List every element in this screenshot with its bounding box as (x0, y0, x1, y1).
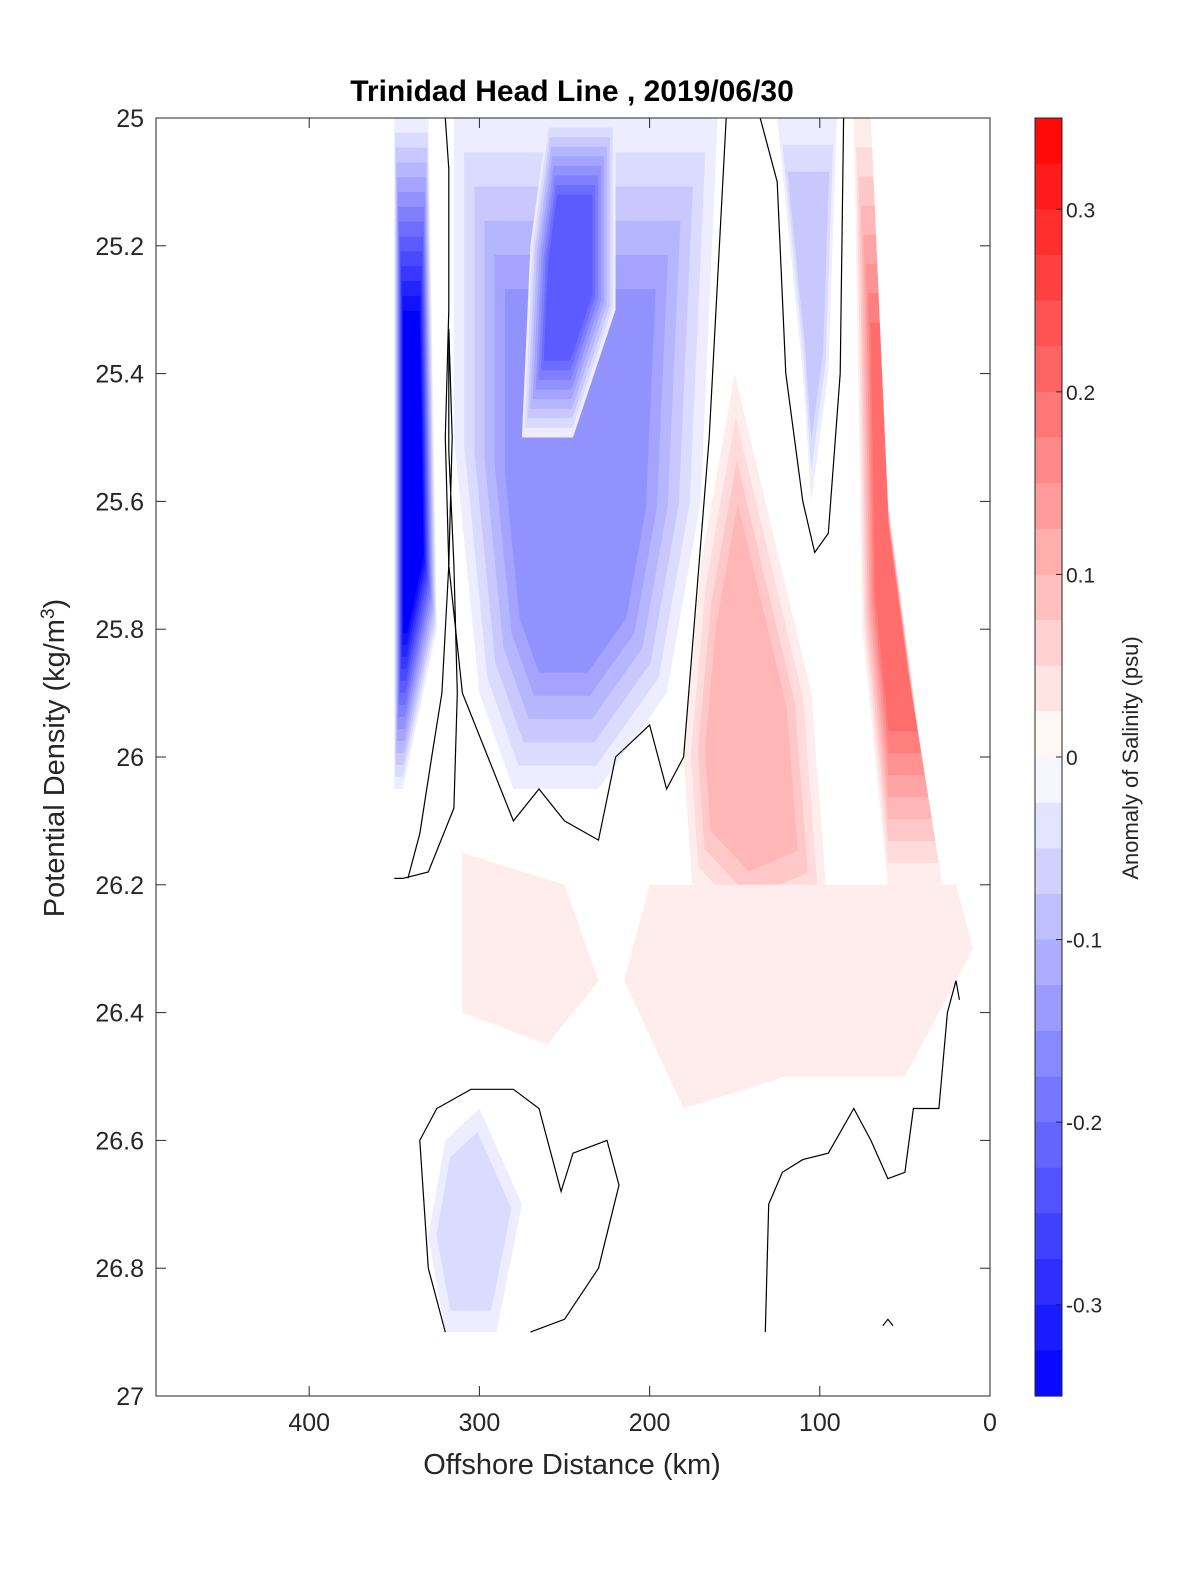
colorbar-swatch-5 (1035, 346, 1062, 393)
colorbar-swatch-16 (1035, 848, 1062, 895)
colorbar-swatch-11 (1035, 620, 1062, 667)
y-axis-label-close: ) (39, 599, 71, 609)
anomaly-field (394, 118, 973, 1333)
colorbar-swatch-2 (1035, 209, 1062, 256)
colorbar-tick-label-0: -0.3 (1066, 1295, 1102, 1318)
colorbar-swatch-9 (1035, 528, 1062, 576)
colorbar-swatch-15 (1035, 802, 1062, 849)
zero-contour-offshore (394, 328, 458, 880)
zero-contour-caret (882, 1318, 894, 1327)
y-tick-label-25.6: 25.6 (95, 488, 144, 516)
anomaly-region-3-band-3 (787, 171, 830, 441)
x-tick-label-0: 0 (983, 1409, 997, 1437)
zero-contour-deep-offshore (419, 1088, 620, 1333)
colorbar-swatch-22 (1035, 1122, 1062, 1169)
colorbar-swatch-12 (1035, 665, 1062, 712)
y-tick-label-25.4: 25.4 (95, 361, 144, 389)
y-tick-label-27: 27 (116, 1383, 144, 1411)
colorbar-tick-label-4: 0.1 (1066, 564, 1095, 587)
colorbar-swatch-14 (1035, 757, 1062, 804)
colorbar-tick-label-1: -0.2 (1066, 1112, 1102, 1135)
y-axis-label-superscript: 3 (38, 608, 59, 619)
y-tick-label-25.8: 25.8 (95, 616, 144, 644)
colorbar-tick-label-6: 0.3 (1066, 199, 1095, 222)
y-axis-ticks: 25 25.2 25.4 25.6 25.8 26 26.2 26.4 26.6 26.8 27 (95, 105, 990, 1411)
anomaly-region-2-band-9 (543, 194, 593, 361)
y-tick-label-26.8: 26.8 (95, 1255, 144, 1283)
zero-contour-lines (394, 118, 960, 1333)
colorbar-swatch-21 (1035, 1076, 1062, 1123)
x-tick-label-100: 100 (799, 1409, 841, 1437)
anomaly-region-6-band-1 (624, 884, 973, 1109)
colorbar-swatch-7 (1035, 437, 1062, 484)
colorbar-swatch-23 (1035, 1167, 1062, 1215)
y-tick-label-26.4: 26.4 (95, 1000, 144, 1028)
colorbar: -0.3 -0.2 -0.1 0 0.1 0.2 0.3 (1034, 117, 1102, 1397)
anomaly-region-7-band-1 (462, 852, 599, 1045)
x-axis-ticks: 400 300 200 100 0 (288, 118, 997, 1437)
y-tick-label-25.2: 25.2 (95, 233, 144, 261)
colorbar-swatch-20 (1035, 1030, 1062, 1078)
colorbar-label: Anomaly of Salinity (psu) (1118, 636, 1143, 879)
colorbar-swatch-3 (1035, 254, 1062, 302)
zero-contour-upper (444, 118, 727, 842)
zero-contour-nearshore (759, 118, 845, 554)
y-tick-label-26: 26 (116, 744, 144, 772)
zero-contour-deep-nearshore (764, 980, 960, 1333)
anomaly-region-0-band-14 (403, 310, 424, 633)
colorbar-swatch-4 (1035, 300, 1062, 347)
chart-title: Trinidad Head Line , 2019/06/30 (350, 75, 794, 108)
x-axis-label: Offshore Distance (km) (423, 1449, 721, 1481)
colorbar-swatch-24 (1035, 1213, 1062, 1260)
anomaly-region-5-band-4 (705, 503, 798, 872)
y-tick-label-26.2: 26.2 (95, 872, 144, 900)
y-axis-label: Potential Density (kg/m3) (38, 599, 71, 917)
colorbar-swatch-8 (1035, 483, 1062, 530)
anomaly-region-8-band-2 (436, 1131, 512, 1311)
x-tick-label-300: 300 (459, 1409, 501, 1437)
y-tick-label-25: 25 (116, 105, 144, 133)
colorbar-swatch-0 (1035, 118, 1062, 165)
y-axis-label-main: Potential Density (kg/m (39, 619, 71, 917)
colorbar-swatch-10 (1035, 574, 1062, 621)
colorbar-swatch-26 (1035, 1304, 1062, 1351)
colorbar-swatch-1 (1035, 163, 1062, 210)
colorbar-swatch-18 (1035, 939, 1062, 986)
x-tick-label-400: 400 (288, 1409, 330, 1437)
colorbar-swatch-19 (1035, 985, 1062, 1032)
colorbar-swatch-6 (1035, 391, 1062, 439)
colorbar-swatch-17 (1035, 893, 1062, 941)
colorbar-swatch-25 (1035, 1259, 1062, 1306)
x-tick-label-200: 200 (629, 1409, 671, 1437)
colorbar-swatch-13 (1035, 711, 1062, 758)
colorbar-tick-label-3: 0 (1066, 747, 1078, 770)
colorbar-tick-label-5: 0.2 (1066, 382, 1095, 405)
y-tick-label-26.6: 26.6 (95, 1127, 144, 1155)
anomaly-region-4-band-8 (870, 322, 918, 732)
colorbar-swatch-27 (1035, 1350, 1062, 1397)
colorbar-tick-label-2: -0.1 (1066, 930, 1102, 953)
